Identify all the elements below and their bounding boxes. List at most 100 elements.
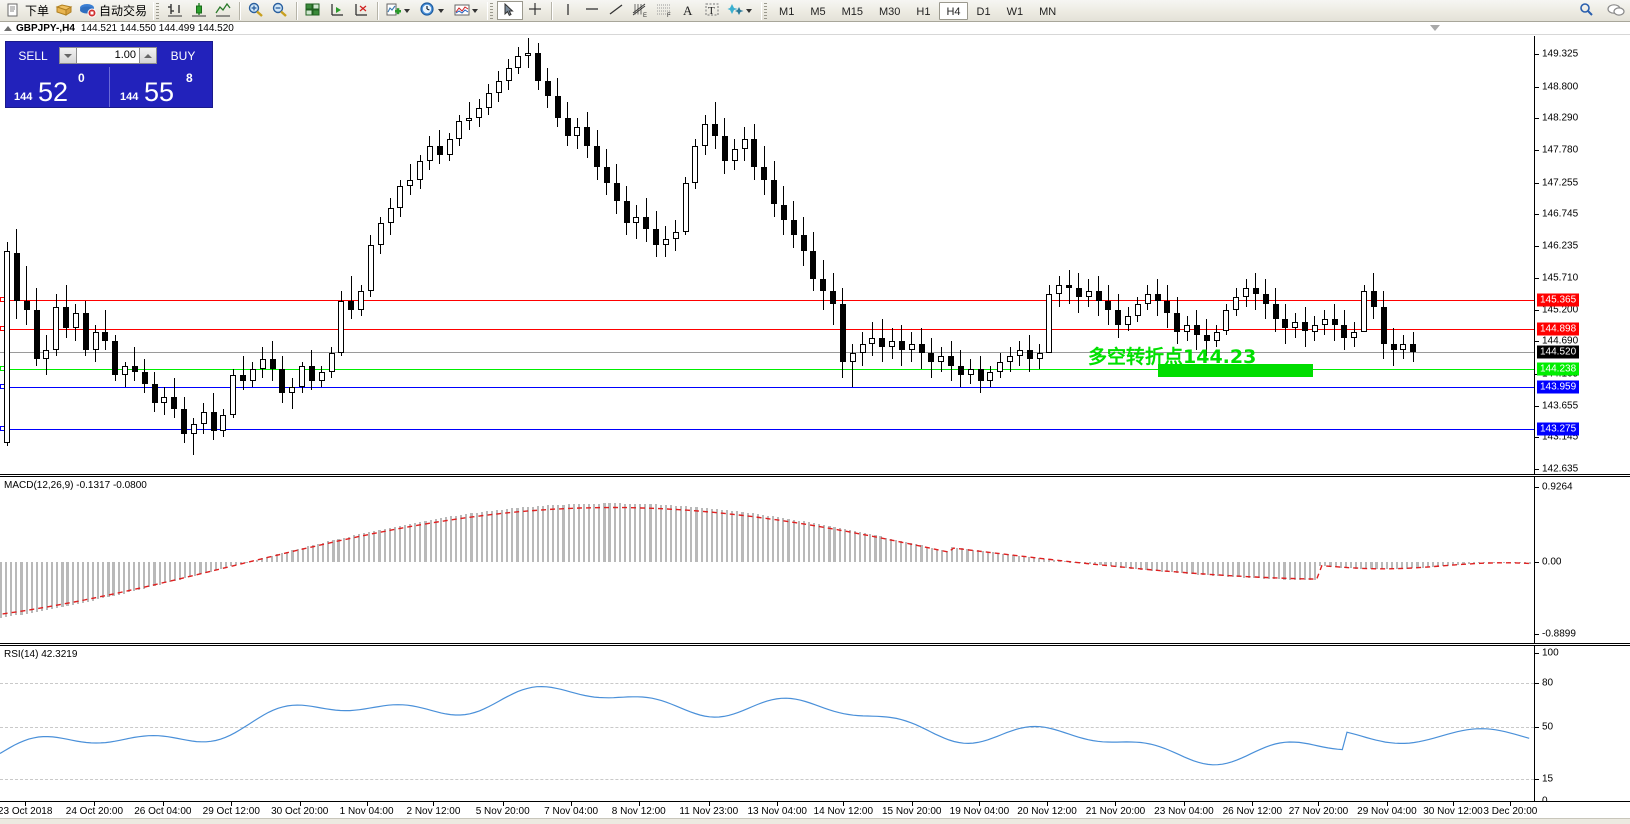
bar-chart-button[interactable] xyxy=(163,1,187,21)
cursor-tool[interactable] xyxy=(497,1,524,20)
toolbar-grip-3[interactable] xyxy=(761,1,769,20)
volume-increase-button[interactable] xyxy=(139,47,157,64)
price-level-tag-144.238[interactable]: 144.238 xyxy=(1537,362,1580,376)
macd-histogram-bar xyxy=(1165,562,1168,572)
pane-divider-1[interactable] xyxy=(0,474,1630,477)
autotrading-button[interactable]: 自动交易 xyxy=(76,1,150,21)
indicators-dropdown-caret[interactable] xyxy=(404,8,411,13)
chart-shift-button[interactable] xyxy=(349,1,373,21)
candle-body xyxy=(623,201,630,224)
candle-body xyxy=(1095,291,1102,301)
macd-histogram-bar xyxy=(782,517,785,563)
macd-axis[interactable]: 0.9264 0.00 -0.8899 xyxy=(1534,477,1630,643)
price-level-line-144.898[interactable] xyxy=(0,328,1534,330)
timeframe-button-m15[interactable]: M15 xyxy=(841,5,863,18)
new-order-button[interactable]: 下单 xyxy=(2,1,52,21)
zoom-out-icon xyxy=(271,2,289,20)
label-tool[interactable]: T xyxy=(700,1,724,21)
price-level-line-144.520[interactable] xyxy=(0,351,1534,353)
macd-histogram-bar xyxy=(1262,562,1266,579)
volume-decrease-button[interactable] xyxy=(59,47,77,64)
volume-input[interactable]: 1.00 xyxy=(77,47,139,64)
templates-button[interactable] xyxy=(450,1,484,21)
price-level-tag-143.959[interactable]: 143.959 xyxy=(1537,380,1580,394)
price-level-line-144.238[interactable] xyxy=(0,369,1534,371)
zoom-out-button[interactable] xyxy=(268,1,292,21)
timeframe-button-m1[interactable]: M1 xyxy=(779,5,795,18)
line-chart-button[interactable] xyxy=(211,1,235,21)
rsi-axis[interactable]: 1008050150 xyxy=(1534,646,1630,807)
macd-histogram-bar xyxy=(1298,562,1301,580)
timeframe-button-m5[interactable]: M5 xyxy=(810,5,826,18)
chart-annotation-rectangle[interactable] xyxy=(1158,364,1313,377)
timeframe-button-d1[interactable]: D1 xyxy=(976,5,991,18)
shapes-dropdown-caret[interactable] xyxy=(746,8,753,13)
price-level-line-143.275[interactable] xyxy=(0,429,1534,431)
buy-price-block[interactable]: 144 55 8 xyxy=(109,67,212,107)
macd-histogram-bar xyxy=(424,520,427,563)
candlestick-chart-button[interactable] xyxy=(187,1,211,21)
volume-stepper[interactable]: 1.00 xyxy=(59,47,157,64)
macd-histogram-bar xyxy=(1196,562,1199,575)
indicators-button[interactable] xyxy=(382,1,416,21)
expert-advisors-button[interactable] xyxy=(52,1,76,21)
search-icon[interactable] xyxy=(1578,2,1596,20)
price-level-line-143.959[interactable] xyxy=(0,386,1534,388)
timeframe-button-mn[interactable]: MN xyxy=(1039,5,1057,18)
vertical-line-tool[interactable] xyxy=(556,1,580,21)
buy-button[interactable]: BUY xyxy=(170,48,196,63)
scroll-indicator-icon[interactable] xyxy=(1430,25,1440,31)
toolbar-grip-2[interactable] xyxy=(487,1,495,20)
crosshair-tool[interactable] xyxy=(523,1,547,21)
macd-histogram-bar xyxy=(547,505,550,562)
macd-histogram-bar xyxy=(1216,562,1220,577)
candle-body xyxy=(1134,303,1141,316)
text-tool[interactable]: A xyxy=(676,1,700,21)
collapse-triangle-icon[interactable] xyxy=(4,25,12,31)
price-plot-area[interactable] xyxy=(0,36,1534,474)
macd-histogram-bar xyxy=(1416,562,1419,568)
fibonacci-tool[interactable]: F xyxy=(652,1,676,21)
macd-histogram-bar xyxy=(46,562,49,610)
templates-dropdown-caret[interactable] xyxy=(472,8,479,13)
price-level-tag-145.365[interactable]: 145.365 xyxy=(1537,293,1580,307)
rsi-plot-area[interactable] xyxy=(0,646,1534,801)
periods-dropdown-caret[interactable] xyxy=(438,8,445,13)
one-click-trading-panel[interactable]: SELL 1.00 BUY 144 52 0 144 55 8 xyxy=(5,41,213,108)
macd-histogram-bar xyxy=(695,507,698,563)
horizontal-line-tool[interactable] xyxy=(580,1,604,21)
price-level-tag-144.898[interactable]: 144.898 xyxy=(1537,322,1580,336)
timeframe-button-h1[interactable]: H1 xyxy=(916,5,931,18)
chat-icon[interactable] xyxy=(1606,2,1625,20)
price-level-tag-144.520[interactable]: 144.520 xyxy=(1537,345,1580,359)
timeframe-button-m30[interactable]: M30 xyxy=(879,5,901,18)
pane-divider-2[interactable] xyxy=(0,643,1630,646)
macd-plot-area[interactable] xyxy=(0,477,1534,643)
zoom-in-button[interactable] xyxy=(244,1,268,21)
time-tick xyxy=(843,802,845,806)
price-level-tag-143.275[interactable]: 143.275 xyxy=(1537,422,1580,436)
macd-histogram-bar xyxy=(966,549,969,563)
timeframe-button-h4[interactable]: H4 xyxy=(939,1,968,20)
macd-histogram-bar xyxy=(869,534,872,563)
trendline-tool[interactable] xyxy=(604,1,628,21)
price-axis[interactable]: 149.325 148.800 148.290 147.780 147.255 146.7… xyxy=(1534,36,1630,474)
chevron-down-icon xyxy=(64,53,72,58)
shapes-tool[interactable] xyxy=(724,1,758,21)
price-level-line-145.365[interactable] xyxy=(0,299,1534,301)
auto-scroll-button[interactable] xyxy=(325,1,349,21)
macd-histogram-bar xyxy=(56,562,59,609)
sell-price-block[interactable]: 144 52 0 xyxy=(6,67,109,107)
equidistant-channel-tool[interactable]: E xyxy=(628,1,652,21)
timeframe-button-w1[interactable]: W1 xyxy=(1006,5,1024,18)
periods-button[interactable] xyxy=(416,1,450,21)
chart-annotation-text[interactable]: 多空转折点144.23 xyxy=(1088,346,1257,368)
macd-histogram-bar xyxy=(654,504,657,562)
candle-body xyxy=(1105,300,1112,310)
macd-histogram-bar xyxy=(357,534,361,563)
tile-windows-button[interactable] xyxy=(301,1,325,21)
toolbar-grip-1[interactable] xyxy=(153,1,161,20)
sell-button[interactable]: SELL xyxy=(18,48,48,63)
symbol-name: GBPJPY-,H4 xyxy=(16,22,75,34)
macd-histogram-bar xyxy=(1421,562,1424,568)
